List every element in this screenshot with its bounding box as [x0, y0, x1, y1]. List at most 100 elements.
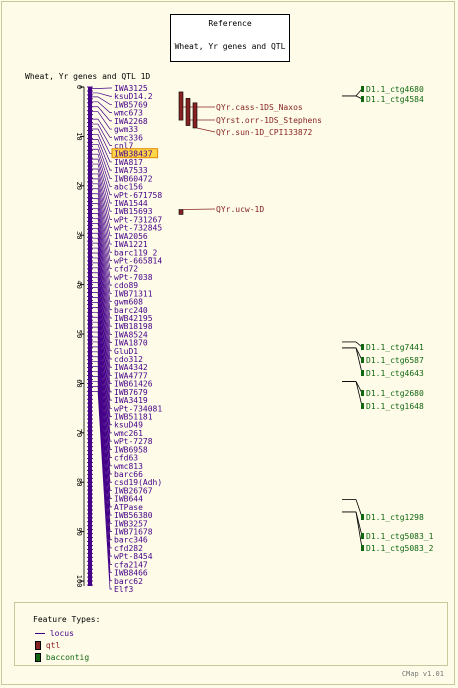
qtl-label[interactable]: QYr.cass-1DS_Naxos [216, 103, 303, 112]
locus-label[interactable]: wmc673 [114, 109, 143, 118]
locus-label[interactable]: cdo312 [114, 355, 143, 364]
contig-marker [361, 357, 364, 363]
locus-leader [92, 282, 112, 409]
locus-label[interactable]: cfa2147 [114, 560, 148, 569]
locus-label[interactable]: IWB42195 [114, 314, 153, 323]
locus-label[interactable]: cfd282 [114, 544, 143, 553]
locus-label[interactable]: IWB3257 [114, 519, 148, 528]
contig-label[interactable]: D1.1_ctg2680 [366, 389, 424, 398]
locus-label[interactable]: cfd72 [114, 265, 138, 274]
locus-label[interactable]: IWA8524 [114, 330, 148, 339]
locus-label[interactable]: IWB61426 [114, 380, 153, 389]
locus-label[interactable]: ksuD49 [114, 421, 143, 430]
locus-leader [92, 227, 112, 319]
locus-label[interactable]: GluD1 [114, 347, 138, 356]
locus-label[interactable]: csd19(Adh) [114, 478, 162, 487]
locus-label[interactable]: cdo89 [114, 281, 138, 290]
locus-label[interactable]: IWB8466 [114, 569, 148, 578]
locus-label[interactable]: IWB51181 [114, 413, 153, 422]
contig-label[interactable]: D1.1_ctg5083_2 [366, 544, 434, 553]
locus-label[interactable]: IWB644 [114, 495, 143, 504]
locus-label[interactable]: wmc261 [114, 429, 143, 438]
locus-label[interactable]: IWB7679 [114, 388, 148, 397]
locus-label[interactable]: IWB60472 [114, 174, 153, 183]
qtl-label[interactable]: QYrst.orr-1DS_Stephens [216, 116, 322, 125]
locus-label[interactable]: IWA1544 [114, 199, 148, 208]
locus-label[interactable]: wmc813 [114, 462, 143, 471]
contig-label[interactable]: D1.1_ctg4643 [366, 369, 424, 378]
locus-label[interactable]: cfd63 [114, 454, 138, 463]
locus-label[interactable]: wPt-734081 [114, 404, 162, 413]
qtl-bar[interactable] [185, 98, 191, 126]
locus-label[interactable]: IWA2056 [114, 232, 148, 241]
legend-contig: baccontig [35, 653, 89, 662]
locus-leader [92, 173, 112, 228]
qtl-bar[interactable] [178, 91, 184, 121]
locus-label[interactable]: IWB71678 [114, 528, 153, 537]
cmap-version: CMap v1.01 [401, 670, 444, 678]
locus-leader [92, 252, 112, 360]
locus-label[interactable]: wPt-732845 [114, 224, 162, 233]
locus-label[interactable]: IWA4777 [114, 371, 148, 380]
locus-label[interactable]: wmc336 [114, 133, 143, 142]
contig-label[interactable]: D1.1_ctg5083_1 [366, 532, 434, 541]
qtl-bar[interactable] [178, 209, 184, 215]
locus-label[interactable]: ATPase [114, 503, 143, 512]
locus-label[interactable]: IWB5769 [114, 100, 148, 109]
locus-leader [92, 183, 112, 245]
locus-label[interactable]: IWA7533 [114, 166, 148, 175]
locus-label[interactable]: wPt-671758 [114, 191, 162, 200]
locus-label[interactable]: wPt-7038 [114, 273, 153, 282]
locus-label[interactable]: gwm608 [114, 298, 143, 307]
contig-label[interactable]: D1.1_ctg1298 [366, 513, 424, 522]
locus-label[interactable]: barc66 [114, 470, 143, 479]
locus-label[interactable]: IWB38437 [114, 150, 153, 159]
locus-label[interactable]: IWB15693 [114, 207, 153, 216]
locus-label[interactable]: wPt-731267 [114, 215, 162, 224]
locus-label[interactable]: wPt-7278 [114, 437, 153, 446]
locus-label[interactable]: cnl7 [114, 141, 133, 150]
chromosome-bar[interactable] [88, 87, 92, 586]
locus-label[interactable]: IWA1870 [114, 339, 148, 348]
locus-label[interactable]: barc346 [114, 536, 148, 545]
qtl-group: QYr.cass-1DS_Naxos QYrst.orr-1DS_Stephens… [178, 91, 322, 215]
locus-leader [92, 390, 112, 590]
locus-label[interactable]: IWB6958 [114, 445, 148, 454]
locus-label[interactable]: IWB18198 [114, 322, 153, 331]
locus-label[interactable]: IWA1221 [114, 240, 148, 249]
locus-label[interactable]: gwm33 [114, 125, 138, 134]
locus-leader [92, 366, 112, 549]
qtl-box-icon [35, 641, 41, 650]
locus-leader [92, 326, 112, 483]
locus-label[interactable]: Elf3 [114, 585, 133, 594]
locus-leader [92, 371, 112, 557]
locus-label[interactable]: IWB71311 [114, 289, 153, 298]
locus-label[interactable]: ksuD14.2 [114, 92, 153, 101]
contig-label[interactable]: D1.1_ctg7441 [366, 343, 424, 352]
contig-label[interactable]: D1.1_ctg6587 [366, 356, 424, 365]
locus-label[interactable]: IWA3125 [114, 84, 148, 93]
locus-label[interactable]: IWA3419 [114, 396, 148, 405]
locus-label[interactable]: IWA4342 [114, 363, 148, 372]
locus-label[interactable]: IWA2268 [114, 117, 148, 126]
qtl-label[interactable]: QYr.ucw-1D [216, 205, 264, 214]
contig-label[interactable]: D1.1_ctg1648 [366, 402, 424, 411]
map-title[interactable]: Wheat, Yr genes and QTL 1D [25, 72, 150, 81]
locus-label[interactable]: IWA817 [114, 158, 143, 167]
qtl-bar[interactable] [192, 102, 198, 129]
locus-label[interactable]: IWB26767 [114, 486, 153, 495]
locus-leader [92, 148, 112, 187]
locus-label[interactable]: barc240 [114, 306, 148, 315]
locus-leader [92, 302, 112, 442]
locus-label[interactable]: IWB56380 [114, 511, 153, 520]
qtl-label[interactable]: QYr.sun-1D_CPI133872 [216, 128, 313, 137]
locus-label[interactable]: wPt-665814 [114, 256, 162, 265]
locus-label[interactable]: barc119_2 [114, 248, 158, 257]
locus-label[interactable]: abc156 [114, 183, 143, 192]
locus-label[interactable]: barc62 [114, 577, 143, 586]
contig-label[interactable]: D1.1_ctg4584 [366, 95, 424, 104]
locus-label[interactable]: wPt-8454 [114, 552, 153, 561]
highlight-box [111, 148, 159, 159]
contig-label[interactable]: D1.1_ctg4680 [366, 85, 424, 94]
